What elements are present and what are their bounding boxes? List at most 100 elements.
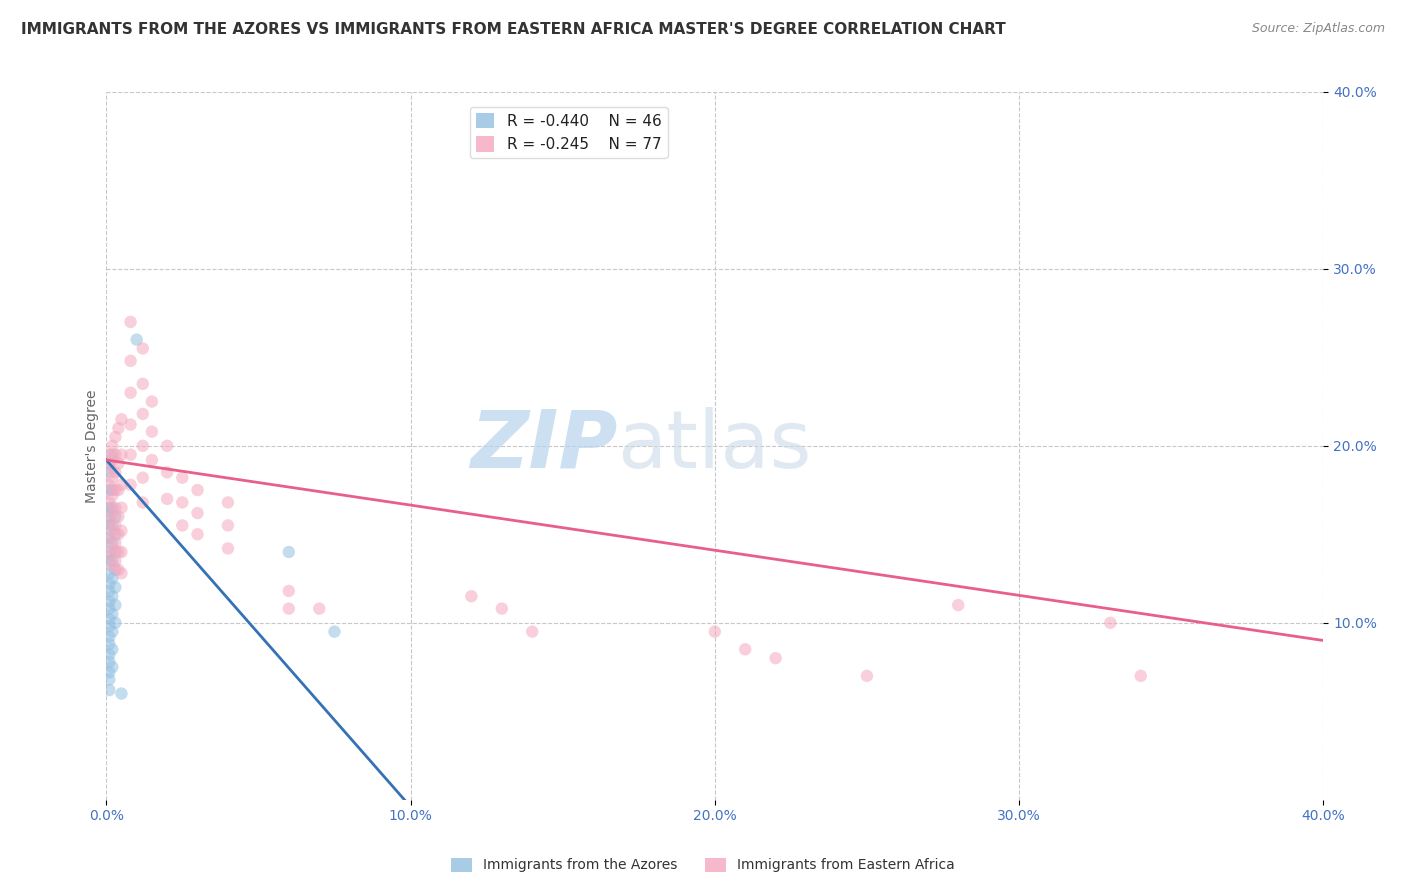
Point: [98, 466, 121, 480]
Point: [101, 518, 124, 533]
Point: [308, 601, 330, 615]
Point: [156, 439, 179, 453]
Text: ZIP: ZIP: [470, 407, 617, 485]
Point: [277, 545, 299, 559]
Point: [98, 637, 121, 651]
Point: [104, 483, 127, 497]
Point: [98, 648, 121, 662]
Point: [172, 495, 194, 509]
Point: [132, 376, 155, 391]
Point: [186, 506, 208, 520]
Point: [101, 506, 124, 520]
Point: [765, 651, 787, 665]
Point: [172, 470, 194, 484]
Point: [120, 354, 142, 368]
Point: [110, 566, 132, 581]
Point: [104, 527, 127, 541]
Point: [1099, 615, 1122, 630]
Point: [107, 563, 129, 577]
Point: [277, 583, 299, 598]
Point: [141, 453, 163, 467]
Point: [98, 483, 121, 497]
Point: [98, 683, 121, 698]
Point: [132, 407, 155, 421]
Point: [98, 601, 121, 615]
Point: [217, 495, 239, 509]
Point: [104, 430, 127, 444]
Point: [104, 563, 127, 577]
Point: [98, 513, 121, 527]
Point: [156, 491, 179, 506]
Point: [101, 524, 124, 538]
Point: [101, 541, 124, 556]
Y-axis label: Master's Degree: Master's Degree: [86, 389, 100, 502]
Point: [98, 477, 121, 491]
Point: [104, 518, 127, 533]
Point: [98, 554, 121, 568]
Point: [101, 589, 124, 603]
Point: [98, 566, 121, 581]
Point: [101, 500, 124, 515]
Point: [120, 448, 142, 462]
Point: [107, 483, 129, 497]
Point: [120, 315, 142, 329]
Point: [101, 554, 124, 568]
Point: [101, 559, 124, 574]
Point: [110, 477, 132, 491]
Point: [734, 642, 756, 657]
Point: [491, 601, 513, 615]
Point: [110, 687, 132, 701]
Point: [98, 612, 121, 626]
Point: [98, 545, 121, 559]
Point: [186, 527, 208, 541]
Point: [104, 466, 127, 480]
Text: Source: ZipAtlas.com: Source: ZipAtlas.com: [1251, 22, 1385, 36]
Point: [172, 518, 194, 533]
Point: [132, 439, 155, 453]
Point: [107, 545, 129, 559]
Point: [104, 536, 127, 550]
Point: [98, 509, 121, 524]
Point: [107, 527, 129, 541]
Point: [101, 453, 124, 467]
Point: [101, 483, 124, 497]
Point: [141, 394, 163, 409]
Point: [277, 601, 299, 615]
Point: [107, 457, 129, 471]
Point: [217, 518, 239, 533]
Point: [120, 417, 142, 432]
Point: [98, 518, 121, 533]
Legend: Immigrants from the Azores, Immigrants from Eastern Africa: Immigrants from the Azores, Immigrants f…: [446, 852, 960, 878]
Point: [132, 470, 155, 484]
Point: [98, 495, 121, 509]
Point: [98, 594, 121, 608]
Point: [98, 673, 121, 687]
Point: [98, 500, 121, 515]
Point: [104, 598, 127, 612]
Point: [110, 448, 132, 462]
Point: [101, 572, 124, 586]
Point: [101, 488, 124, 502]
Point: [110, 524, 132, 538]
Text: IMMIGRANTS FROM THE AZORES VS IMMIGRANTS FROM EASTERN AFRICA MASTER'S DEGREE COR: IMMIGRANTS FROM THE AZORES VS IMMIGRANTS…: [21, 22, 1005, 37]
Point: [132, 495, 155, 509]
Point: [98, 577, 121, 591]
Point: [323, 624, 346, 639]
Point: [856, 669, 879, 683]
Point: [120, 385, 142, 400]
Point: [98, 630, 121, 644]
Point: [98, 531, 121, 545]
Point: [98, 457, 121, 471]
Point: [125, 333, 148, 347]
Point: [104, 448, 127, 462]
Point: [104, 581, 127, 595]
Point: [101, 470, 124, 484]
Point: [101, 607, 124, 621]
Point: [107, 421, 129, 435]
Point: [132, 342, 155, 356]
Point: [98, 619, 121, 633]
Point: [101, 624, 124, 639]
Point: [120, 477, 142, 491]
Point: [460, 589, 482, 603]
Point: [98, 531, 121, 545]
